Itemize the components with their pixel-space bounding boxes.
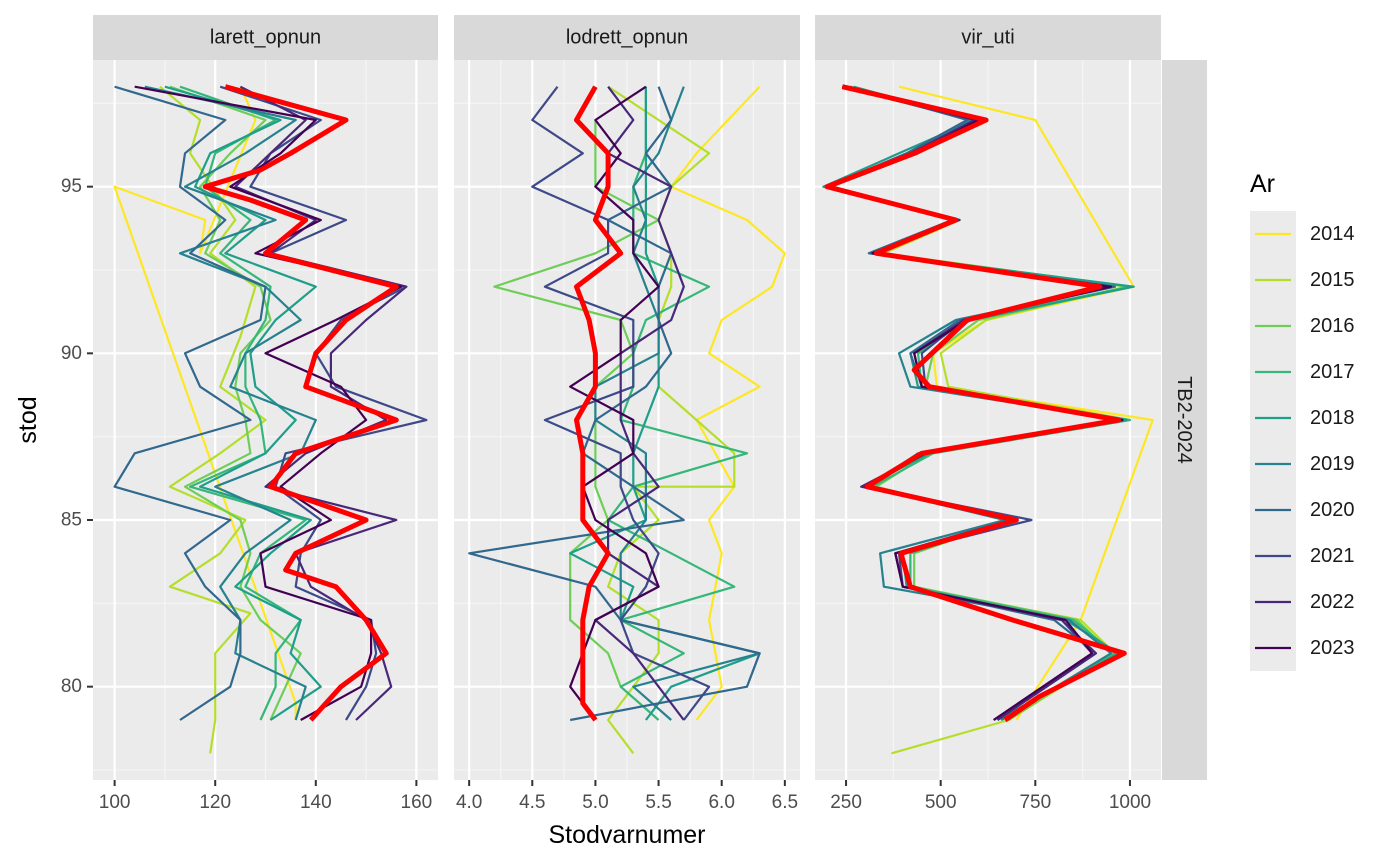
series-line-2023 xyxy=(569,85,660,721)
legend-item-2014: 2014 xyxy=(1250,211,1355,257)
x-tick-label: 6.5 xyxy=(772,792,798,813)
legend-items: 2014 2015 2016 2017 2018 2019 2020 2021 2022 2023 xyxy=(1250,211,1355,671)
x-axis-title: Stodvarnumer xyxy=(548,821,705,849)
legend-label: 2018 xyxy=(1310,407,1355,429)
summary-line xyxy=(202,84,399,722)
x-tick-label: 5.5 xyxy=(645,792,671,813)
x-tick-label: 500 xyxy=(925,792,957,813)
x-tick-label: 120 xyxy=(199,792,231,813)
series-line-2019 xyxy=(594,86,761,721)
facet-strip-label: larett_opnun xyxy=(210,27,321,49)
plot-panels: larett_opnun 100 120 140 160 lodrett_opnun 4.0… xyxy=(93,15,1161,813)
summary-line xyxy=(824,84,1127,723)
panel-lodrett_opnun: lodrett_opnun 4.0 4.5 5.0 5.5 6.0 6.5 xyxy=(454,15,800,813)
series-lines xyxy=(468,85,786,754)
y-tick-label: 80 xyxy=(61,676,82,697)
series-line-2014 xyxy=(670,85,786,721)
x-tick-label: 160 xyxy=(401,792,433,813)
row-strip-background xyxy=(1162,60,1207,780)
x-tick-label: 250 xyxy=(830,792,862,813)
legend-item-2020: 2020 xyxy=(1250,487,1355,533)
y-tick-label: 95 xyxy=(61,176,82,197)
y-tick-label: 85 xyxy=(61,510,82,531)
legend-item-2023: 2023 xyxy=(1250,625,1355,671)
legend: Ar 2014201520162017201820192020202120222… xyxy=(1250,170,1355,671)
series-line-2015 xyxy=(159,85,267,754)
x-tick-label: 6.0 xyxy=(708,792,734,813)
x-tick-label: 4.0 xyxy=(456,792,482,813)
legend-item-2018: 2018 xyxy=(1250,395,1355,441)
facet-strip-label: lodrett_opnun xyxy=(566,27,688,49)
facet-strip-background xyxy=(815,15,1161,60)
legend-label: 2017 xyxy=(1310,361,1355,383)
x-tick-label: 4.5 xyxy=(519,792,545,813)
series-lines xyxy=(113,84,428,754)
legend-item-2017: 2017 xyxy=(1250,349,1355,395)
legend-label: 2016 xyxy=(1310,315,1355,337)
legend-item-2016: 2016 xyxy=(1250,303,1355,349)
row-strip-label: TB2-2024 xyxy=(1173,376,1195,464)
summary-line xyxy=(574,85,624,722)
y-axis: 80 85 90 95 xyxy=(61,176,93,697)
series-line-2019 xyxy=(144,85,317,721)
y-axis-title: stod xyxy=(14,396,42,443)
y-tick-label: 90 xyxy=(61,343,82,364)
series-line-2020 xyxy=(113,85,267,721)
x-tick-label: 5.0 xyxy=(582,792,608,813)
legend-label: 2022 xyxy=(1310,591,1355,613)
series-line-2018 xyxy=(569,86,761,721)
legend-item-2021: 2021 xyxy=(1250,533,1355,579)
row-strip: TB2-2024 xyxy=(1162,60,1207,780)
legend-item-2019: 2019 xyxy=(1250,441,1355,487)
facet-strip-background xyxy=(93,15,438,60)
legend-label: 2014 xyxy=(1310,223,1355,245)
legend-label: 2019 xyxy=(1310,453,1355,475)
series-line-2021 xyxy=(531,86,711,721)
legend-label: 2023 xyxy=(1310,637,1355,659)
panel-larett_opnun: larett_opnun 100 120 140 160 xyxy=(93,15,438,813)
legend-item-2022: 2022 xyxy=(1250,579,1355,625)
facet-strip-background xyxy=(454,15,800,60)
series-line-2017 xyxy=(606,86,749,721)
x-tick-label: 1000 xyxy=(1109,792,1151,813)
panel-vir_uti: vir_uti 250 500 750 1000 xyxy=(815,15,1161,813)
facet-strip-label: vir_uti xyxy=(961,27,1014,49)
x-tick-label: 140 xyxy=(300,792,332,813)
legend-item-2015: 2015 xyxy=(1250,257,1355,303)
series-line-2016 xyxy=(169,85,302,721)
x-tick-label: 100 xyxy=(99,792,131,813)
series-lines xyxy=(822,84,1154,755)
legend-label: 2020 xyxy=(1310,499,1355,521)
legend-label: 2021 xyxy=(1310,545,1355,567)
legend-label: 2015 xyxy=(1310,269,1355,291)
x-tick-label: 750 xyxy=(1019,792,1051,813)
legend-title: Ar xyxy=(1250,170,1275,198)
